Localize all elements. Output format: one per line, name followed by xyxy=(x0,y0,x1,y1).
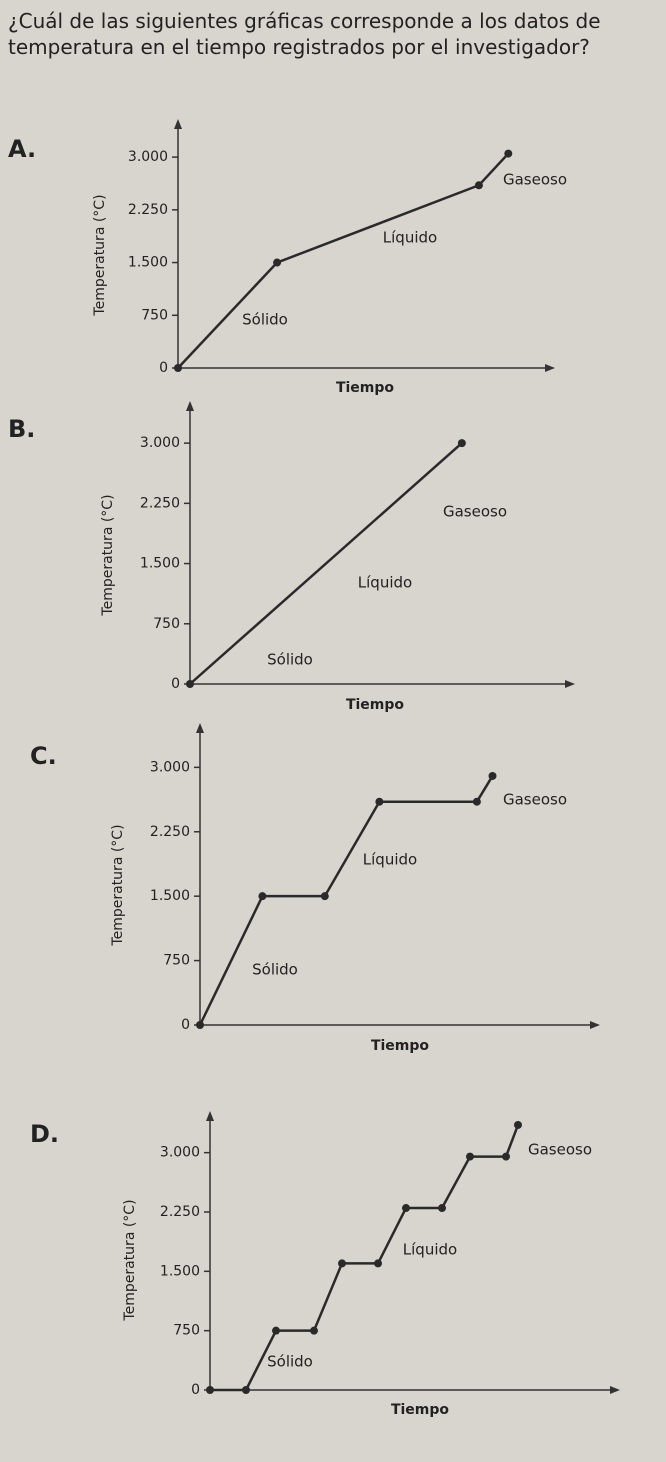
annotation: Líquido xyxy=(363,851,417,869)
y-tick-label: 3.000 xyxy=(150,759,190,775)
data-point xyxy=(457,439,466,448)
data-point xyxy=(375,797,384,806)
chart-letter: C. xyxy=(30,742,57,770)
data-point xyxy=(272,1326,280,1335)
data-point xyxy=(196,1021,204,1029)
y-tick-label: 1.500 xyxy=(128,255,168,271)
data-point xyxy=(402,1204,410,1213)
data-line xyxy=(177,152,510,369)
data-line xyxy=(198,775,494,1026)
y-tick-label: 0 xyxy=(191,1382,200,1398)
annotation: Sólido xyxy=(252,961,298,979)
data-point xyxy=(242,1386,250,1394)
data-point xyxy=(174,364,182,372)
y-axis-label: Temperatura (°C) xyxy=(100,494,116,616)
y-tick-label: 2.250 xyxy=(150,824,190,840)
y-tick-label: 2.250 xyxy=(160,1204,200,1220)
y-tick-label: 3.000 xyxy=(160,1145,200,1161)
y-tick-label: 0 xyxy=(171,676,180,692)
data-point xyxy=(338,1259,346,1268)
y-arrow xyxy=(186,401,194,411)
data-point xyxy=(514,1120,522,1129)
x-arrow xyxy=(610,1386,620,1394)
y-tick-label: 750 xyxy=(141,307,168,323)
data-point xyxy=(504,149,513,158)
y-tick-label: 750 xyxy=(163,953,190,969)
chart-letter: A. xyxy=(8,135,36,163)
annotation: Sólido xyxy=(267,651,313,669)
x-axis-label: Tiempo xyxy=(346,697,404,713)
data-point xyxy=(502,1152,510,1161)
y-tick-label: 750 xyxy=(173,1323,200,1339)
y-tick-label: 3.000 xyxy=(140,435,180,451)
y-arrow xyxy=(206,1111,214,1121)
data-point xyxy=(273,258,282,267)
data-point xyxy=(374,1259,382,1268)
x-axis-label: Tiempo xyxy=(371,1038,429,1054)
y-tick-label: 1.500 xyxy=(140,556,180,572)
annotation: Sólido xyxy=(267,1353,313,1371)
annotation: Gaseoso xyxy=(503,791,567,809)
y-tick-label: 2.250 xyxy=(128,202,168,218)
x-arrow xyxy=(545,364,555,372)
x-axis-label: Tiempo xyxy=(391,1402,449,1418)
chart-letter: B. xyxy=(8,415,35,443)
data-point xyxy=(206,1386,214,1394)
data-point xyxy=(488,771,497,780)
x-axis-label: Tiempo xyxy=(336,380,394,396)
data-line xyxy=(210,1124,520,1392)
y-axis-label: Temperatura (°C) xyxy=(92,194,108,316)
data-point xyxy=(186,680,194,688)
data-point xyxy=(438,1204,446,1213)
y-axis-label: Temperatura (°C) xyxy=(110,824,126,946)
question: ¿Cuál de las siguientes gráficas corresp… xyxy=(8,9,601,59)
data-point xyxy=(310,1326,318,1335)
data-point xyxy=(466,1152,474,1161)
y-tick-label: 0 xyxy=(181,1017,190,1033)
annotation: Gaseoso xyxy=(528,1141,592,1159)
y-arrow xyxy=(196,723,204,733)
annotation: Líquido xyxy=(403,1241,457,1259)
annotation: Sólido xyxy=(242,311,288,329)
y-axis-label: Temperatura (°C) xyxy=(122,1199,138,1321)
y-tick-label: 3.000 xyxy=(128,149,168,165)
y-arrow xyxy=(174,119,182,129)
y-tick-label: 1.500 xyxy=(160,1263,200,1279)
data-point xyxy=(472,797,481,806)
y-tick-label: 1.500 xyxy=(150,888,190,904)
chart-letter: D. xyxy=(30,1120,59,1148)
y-tick-label: 0 xyxy=(159,360,168,376)
y-tick-label: 2.250 xyxy=(140,495,180,511)
data-point xyxy=(258,892,267,901)
y-tick-label: 750 xyxy=(153,616,180,632)
annotation: Gaseoso xyxy=(443,503,507,521)
data-point xyxy=(474,181,483,190)
x-arrow xyxy=(590,1021,600,1029)
data-point xyxy=(320,892,329,901)
data-line xyxy=(189,442,463,685)
annotation: Líquido xyxy=(383,229,437,247)
x-arrow xyxy=(565,680,575,688)
annotation: Líquido xyxy=(358,574,412,592)
annotation: Gaseoso xyxy=(503,171,567,189)
